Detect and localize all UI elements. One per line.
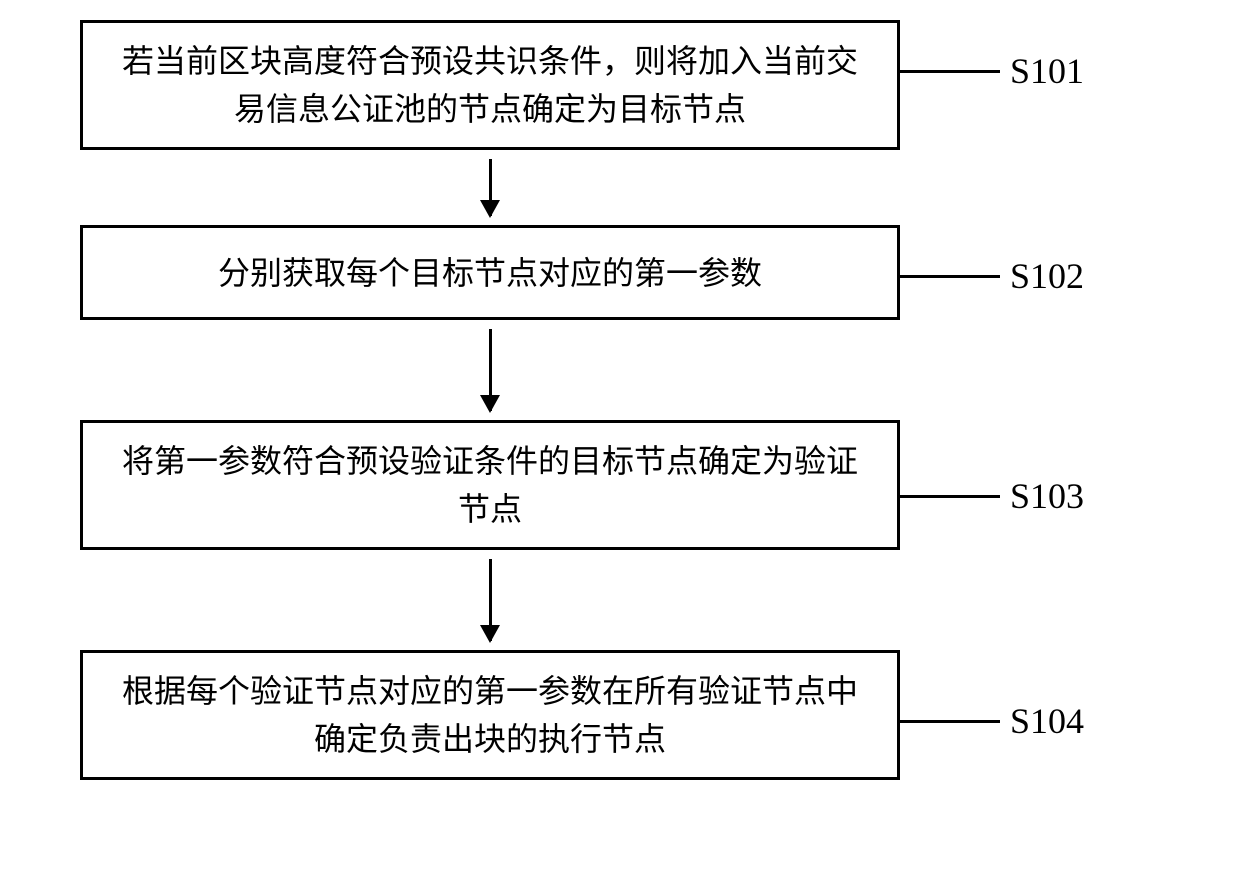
flow-step-4-text: 根据每个验证节点对应的第一参数在所有验证节点中确定负责出块的执行节点 <box>113 667 867 763</box>
step-label-4: S104 <box>1010 700 1084 742</box>
step-label-2: S102 <box>1010 255 1084 297</box>
step-label-3: S103 <box>1010 475 1084 517</box>
arrow-1 <box>489 159 492 216</box>
flow-step-1-text: 若当前区块高度符合预设共识条件，则将加入当前交易信息公证池的节点确定为目标节点 <box>113 37 867 133</box>
arrow-3-container <box>80 550 900 650</box>
arrow-2-container <box>80 320 900 420</box>
flow-step-4: 根据每个验证节点对应的第一参数在所有验证节点中确定负责出块的执行节点 <box>80 650 900 780</box>
flowchart-container: 若当前区块高度符合预设共识条件，则将加入当前交易信息公证池的节点确定为目标节点 … <box>80 20 1160 780</box>
flow-step-2-text: 分别获取每个目标节点对应的第一参数 <box>218 249 762 297</box>
flow-step-3-text: 将第一参数符合预设验证条件的目标节点确定为验证节点 <box>113 437 867 533</box>
arrow-1-container <box>80 150 900 225</box>
flow-step-2: 分别获取每个目标节点对应的第一参数 <box>80 225 900 320</box>
flow-step-3: 将第一参数符合预设验证条件的目标节点确定为验证节点 <box>80 420 900 550</box>
arrow-2 <box>489 329 492 411</box>
connector-1 <box>900 70 1000 73</box>
connector-2 <box>900 275 1000 278</box>
connector-3 <box>900 495 1000 498</box>
step-label-1: S101 <box>1010 50 1084 92</box>
connector-4 <box>900 720 1000 723</box>
flow-step-1: 若当前区块高度符合预设共识条件，则将加入当前交易信息公证池的节点确定为目标节点 <box>80 20 900 150</box>
arrow-3 <box>489 559 492 641</box>
